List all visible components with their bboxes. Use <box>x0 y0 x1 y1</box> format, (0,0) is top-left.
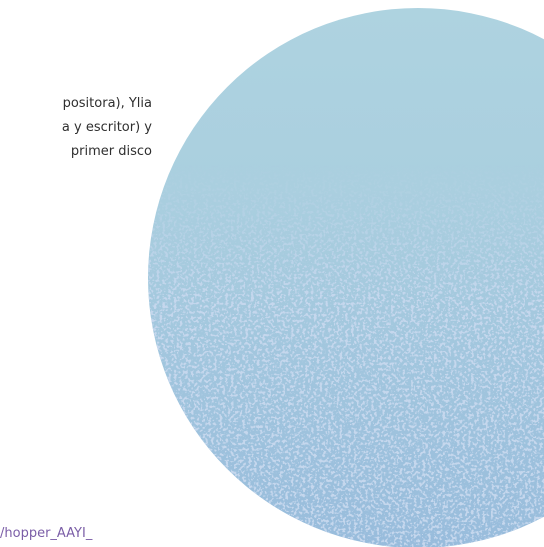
paragraph-line: a y escritor) y <box>61 120 152 135</box>
paragraph: positora), Ylia a y escritor) y primer d… <box>0 92 152 164</box>
paragraph-line: primer disco <box>70 144 152 159</box>
link[interactable]: /hopper_AAYI_ <box>0 526 93 541</box>
paragraph-line: positora), Ylia <box>62 96 152 111</box>
